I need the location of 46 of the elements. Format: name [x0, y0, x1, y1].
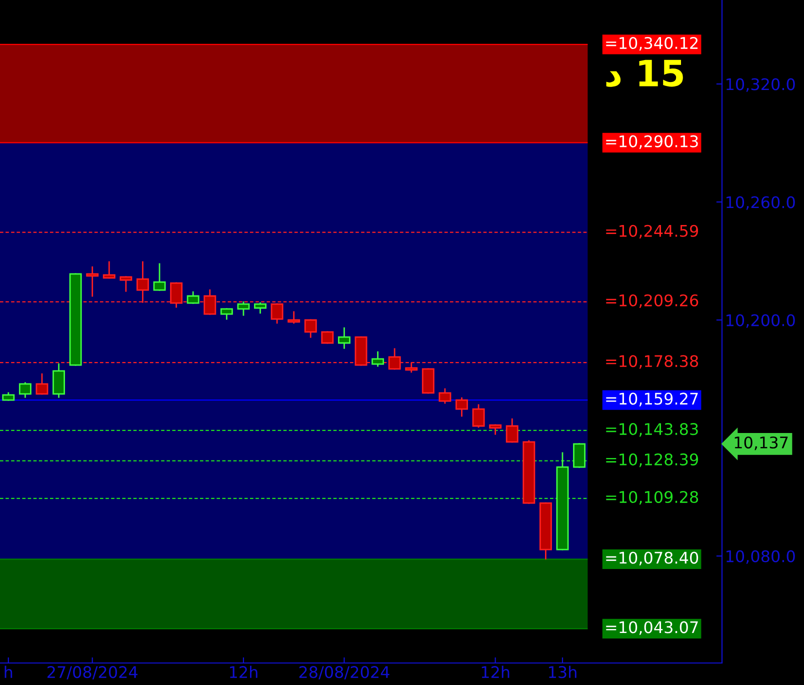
ref-line-label: =10,043.07: [606, 621, 698, 635]
candlestick: [86, 266, 99, 297]
candlestick: [120, 276, 132, 292]
ref-line-label: =10,078.40: [606, 552, 698, 566]
candlestick: [52, 363, 66, 398]
candlestick: [321, 331, 334, 344]
candlestick: [372, 351, 384, 367]
ref-line-label: =10,209.26: [606, 294, 698, 308]
candlestick: [18, 382, 32, 398]
x-tick-label: 12h: [230, 666, 258, 678]
ref-line-label: =10,143.83: [606, 423, 698, 437]
candlestick: [220, 308, 233, 320]
x-tick-label: 27/08/2024: [47, 666, 138, 680]
candlestick: [254, 302, 266, 314]
x-tick-label: 28/08/2024: [299, 666, 390, 680]
candlestick: [288, 311, 300, 324]
y-tick-label: 10,080.0: [726, 550, 795, 564]
ref-line-label: =10,290.13: [606, 135, 698, 149]
candlestick: [102, 261, 116, 279]
candlestick: [237, 301, 250, 316]
x-tick-label: 13h: [549, 666, 576, 678]
y-tick-label: 10,320.0: [726, 78, 795, 92]
candlestick: [304, 319, 317, 338]
candlestick: [36, 373, 48, 395]
candlestick: [422, 368, 434, 394]
candlestick: [506, 418, 518, 443]
ref-line-label: =10,109.28: [606, 490, 698, 505]
y-tick-label: 10,200.0: [726, 314, 795, 328]
x-tick-label: h: [4, 666, 12, 678]
candlestick: [573, 443, 586, 468]
candlestick: [489, 424, 502, 435]
y-tick-label: 10,260.0: [726, 196, 795, 210]
candlestick: [456, 397, 468, 417]
candlestick: [186, 291, 200, 304]
candlestick: [153, 263, 166, 291]
ref-line-label: =10,159.27: [606, 392, 698, 406]
candlestick: [472, 404, 485, 428]
ref-line-label: =10,178.38: [606, 355, 698, 369]
ref-line-label: =10,244.59: [606, 224, 698, 239]
annotation: د 15: [606, 60, 683, 87]
candlestick: [338, 327, 350, 349]
candlestick: [438, 388, 452, 404]
x-tick-label: 12h: [482, 666, 510, 678]
text: 10,137: [734, 436, 788, 450]
ref-line-label: =10,128.39: [606, 453, 698, 468]
ref-line-label: =10,340.12: [606, 36, 698, 51]
